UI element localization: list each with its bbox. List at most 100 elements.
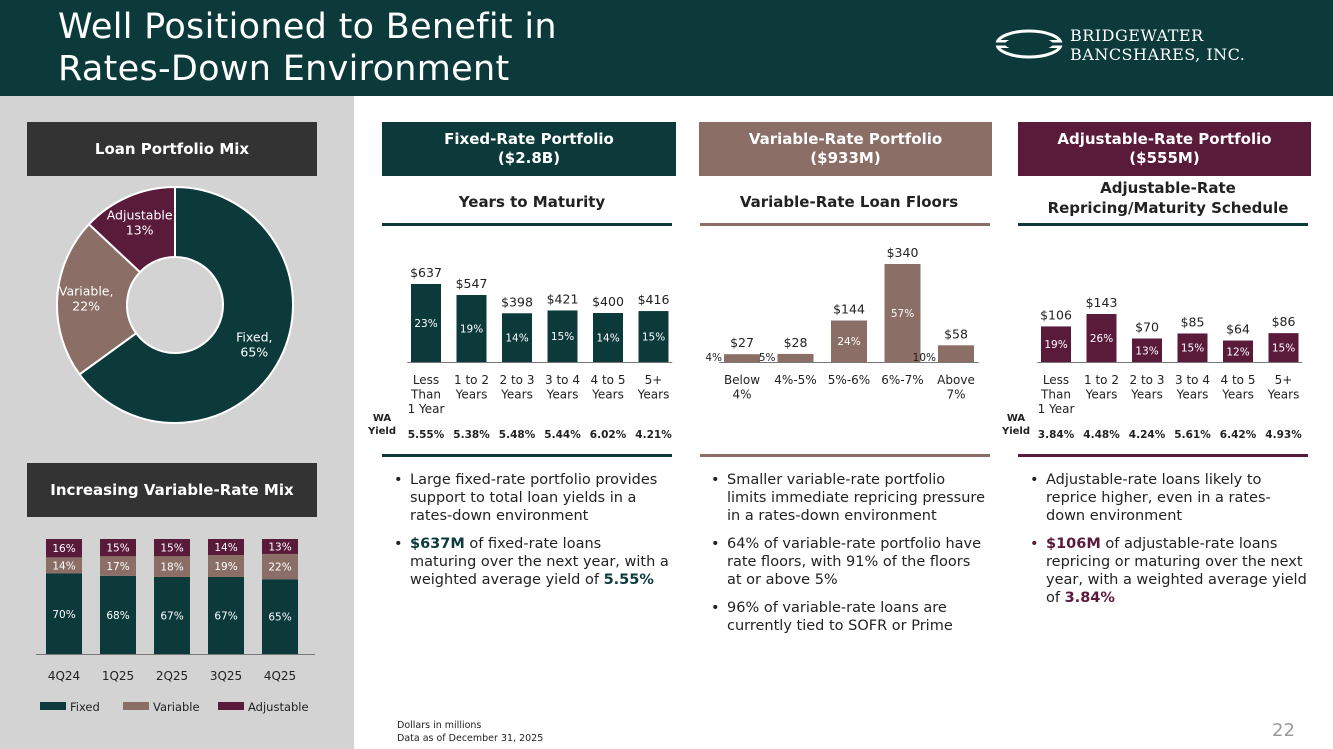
bullet-item: $637M of fixed-rate loans maturing over …	[392, 535, 672, 589]
bar-value-label: $28	[784, 335, 808, 350]
logo-line-2: BANCSHARES, INC.	[1070, 45, 1246, 64]
stack-label-fixed-4q25: 65%	[268, 612, 291, 624]
adjustable-bottom-rule	[1018, 454, 1308, 457]
stack-bar-adjustable-3q25	[208, 539, 244, 556]
bar-value-label: $547	[456, 276, 488, 291]
adjustable-portfolio-header: Adjustable-Rate Portfolio ($555M)	[1018, 122, 1311, 176]
bar-pct-label: 15%	[551, 331, 574, 343]
bar-pct-label: 14%	[596, 333, 619, 345]
bar-category-label: 1 to 2 Years	[1084, 373, 1119, 402]
bar-value-label: $64	[1226, 322, 1250, 337]
fixed-portfolio-amount: ($2.8B)	[497, 149, 561, 167]
bullet-highlight: $106M	[1046, 536, 1101, 552]
variable-portfolio-amount: ($933M)	[810, 149, 881, 167]
bar-pct-label: 19%	[460, 324, 483, 336]
bar-value-label: $70	[1135, 320, 1159, 335]
bullet-item: $106M of adjustable-rate loans repricing…	[1028, 535, 1308, 607]
stack-label-fixed-3q25: 67%	[214, 610, 237, 622]
variable-mix-stacked-chart: 70% 14% 16% 4Q24 68% 17% 15% 1Q25 67% 18% 15% 2Q25 6…	[36, 539, 315, 714]
bar-pct-label: 57%	[891, 308, 914, 320]
wa-yield-value: 6.02%	[590, 429, 627, 441]
stack-bar-adjustable-1q25	[100, 539, 136, 557]
bar-category-label: 5+ Years	[637, 373, 670, 402]
stack-bar-variable-4q25	[262, 553, 298, 580]
bar-pct-label: 15%	[1181, 343, 1204, 355]
stack-label-variable-4q25: 22%	[268, 562, 291, 574]
loan-mix-title: Loan Portfolio Mix	[27, 122, 317, 176]
bar-pct-label: 15%	[642, 332, 665, 344]
bar-4	[938, 345, 974, 362]
logo-line-1: BRIDGEWATER	[1070, 26, 1204, 45]
variable-bullets: Smaller variable-rate portfolio limits i…	[709, 471, 989, 645]
donut-label-fixed: Fixed, 65%	[236, 329, 272, 359]
stack-label-adjustable-3q25: 14%	[214, 542, 237, 554]
bullet-item: Smaller variable-rate portfolio limits i…	[709, 471, 989, 525]
bar-category-label: Below 4%	[724, 373, 760, 402]
header-bar: Well Positioned to Benefit in Rates-Down…	[0, 0, 1333, 96]
bar-4	[593, 313, 623, 362]
bar-category-label: 1 to 2 Years	[454, 373, 489, 402]
stack-label-adjustable-4q24: 16%	[52, 543, 75, 555]
footnote-units: Dollars in millions	[397, 720, 482, 731]
bridge-logo-icon	[994, 29, 1064, 59]
stack-category-label: 3Q25	[210, 669, 242, 683]
legend-label-variable: Variable	[153, 700, 200, 714]
stack-label-variable-3q25: 19%	[214, 561, 237, 573]
variable-bottom-rule	[700, 454, 990, 457]
legend-label-fixed: Fixed	[70, 700, 100, 714]
bar-category-label: 5%-6%	[828, 373, 870, 387]
stack-bar-fixed-1q25	[100, 575, 136, 654]
bar-pct-label: 12%	[1226, 346, 1249, 358]
stack-bar-adjustable-4q24	[46, 539, 82, 558]
adjustable-portfolio-title: Adjustable-Rate Portfolio	[1057, 130, 1272, 148]
variable-floors-chart: $27 4%Below 4% $28 5% 4%-5% $144 24% 5%-6% $340 57…	[705, 245, 979, 402]
bar-category-label: 4 to 5 Years	[1221, 373, 1256, 402]
fixed-top-rule	[382, 223, 672, 226]
wa-yield-value: 5.44%	[544, 429, 581, 441]
page-number: 22	[1272, 720, 1295, 741]
stack-bar-fixed-2q25	[154, 576, 190, 654]
bullet-highlight: $637M	[410, 536, 465, 552]
bar-0	[411, 284, 441, 362]
wa-yield-value: 5.48%	[499, 429, 536, 441]
adjustable-schedule-chart: $106 19% Less Than 1 Year $143 26% 1 to 2 Years $…	[1001, 295, 1303, 441]
bar-5	[1268, 333, 1299, 362]
page-title: Well Positioned to Benefit in Rates-Down…	[58, 7, 557, 89]
bar-value-label: $400	[592, 294, 624, 309]
variable-top-rule	[700, 223, 990, 226]
bar-value-label: $58	[944, 326, 968, 341]
bar-0	[1041, 326, 1071, 362]
bar-4	[1223, 340, 1253, 362]
bar-category-label: 2 to 3 Years	[500, 373, 535, 402]
bar-value-label: $416	[638, 292, 670, 307]
bar-value-label: $27	[730, 335, 754, 350]
stack-label-adjustable-1q25: 15%	[106, 543, 129, 555]
fixed-portfolio-header: Fixed-Rate Portfolio ($2.8B)	[382, 122, 676, 176]
legend-label-adjustable: Adjustable	[248, 700, 309, 714]
stack-label-fixed-4q24: 70%	[52, 609, 75, 621]
wa-yield-value: 6.42%	[1220, 429, 1257, 441]
bullet-item: 64% of variable-rate portfolio have rate…	[709, 535, 989, 589]
stack-bar-adjustable-2q25	[154, 539, 190, 557]
bar-pct-label: 19%	[1044, 339, 1067, 351]
stack-bar-fixed-4q24	[46, 573, 82, 654]
adjustable-top-rule	[1018, 223, 1308, 226]
bullet-item: Adjustable-rate loans likely to reprice …	[1028, 471, 1308, 525]
donut-label-variable: Variable, 22%	[59, 283, 114, 313]
stack-bar-fixed-4q25	[262, 579, 298, 654]
footnote-date: Data as of December 31, 2025	[397, 733, 544, 744]
bar-value-label: $421	[547, 291, 579, 306]
legend-swatch-variable	[123, 702, 149, 710]
bullet-item: 96% of variable-rate loans are currently…	[709, 599, 989, 635]
bar-1	[456, 295, 487, 362]
fixed-bottom-rule	[382, 454, 672, 457]
donut-label-adjustable: Adjustable 13%	[107, 207, 173, 237]
fixed-chart-title: Years to Maturity	[458, 193, 606, 211]
adjustable-chart-title: Adjustable-Rate Repricing/Maturity Sched…	[1047, 179, 1289, 217]
bar-value-label: $85	[1181, 314, 1205, 329]
bar-2	[502, 313, 532, 362]
bar-5	[638, 311, 669, 362]
stack-label-fixed-2q25: 67%	[160, 610, 183, 622]
stack-label-adjustable-4q25: 13%	[268, 541, 291, 553]
wa-yield-label: WA Yield	[367, 413, 396, 437]
